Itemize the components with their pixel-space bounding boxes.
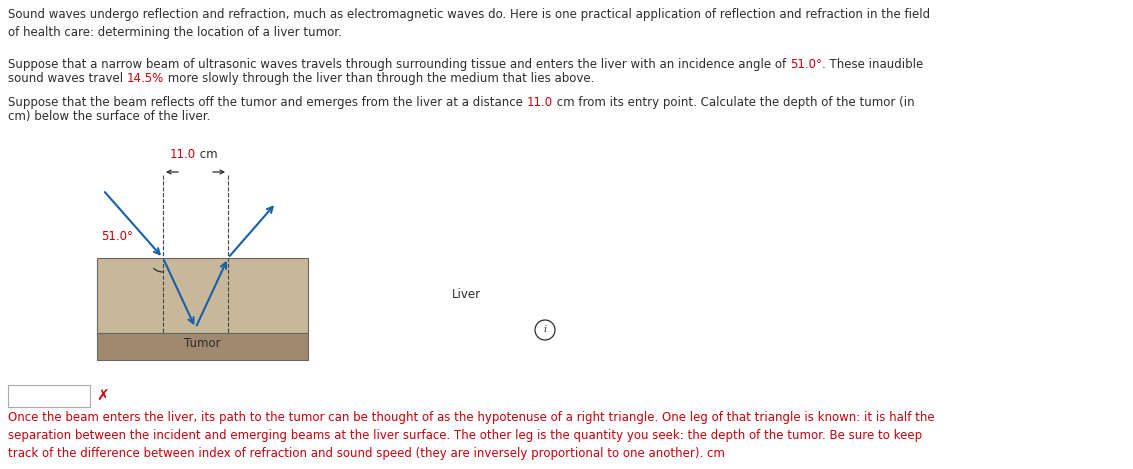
Text: sound waves travel: sound waves travel: [8, 72, 127, 85]
Text: i: i: [544, 325, 546, 334]
Bar: [97, 258, 308, 333]
Text: 2.85: 2.85: [12, 389, 39, 402]
Bar: [8, 385, 90, 407]
Text: Liver: Liver: [451, 288, 480, 301]
Bar: [97, 333, 308, 360]
Text: more slowly through the liver than through the medium that lies above.: more slowly through the liver than throu…: [164, 72, 595, 85]
Text: 11.0: 11.0: [169, 148, 196, 161]
Text: Suppose that a narrow beam of ultrasonic waves travels through surrounding tissu: Suppose that a narrow beam of ultrasonic…: [8, 58, 790, 71]
Text: Tumor: Tumor: [185, 337, 221, 350]
Text: cm: cm: [196, 148, 218, 161]
Text: Sound waves undergo reflection and refraction, much as electromagnetic waves do.: Sound waves undergo reflection and refra…: [8, 8, 930, 39]
Text: Suppose that the beam reflects off the tumor and emerges from the liver at a dis: Suppose that the beam reflects off the t…: [8, 96, 527, 109]
Text: ✗: ✗: [96, 388, 109, 403]
Text: 51.0°: 51.0°: [790, 58, 821, 71]
Text: cm from its entry point. Calculate the depth of the tumor (in: cm from its entry point. Calculate the d…: [553, 96, 914, 109]
Text: 14.5%: 14.5%: [127, 72, 164, 85]
Text: cm) below the surface of the liver.: cm) below the surface of the liver.: [8, 110, 211, 123]
Text: 11.0: 11.0: [527, 96, 553, 109]
Text: . These inaudible: . These inaudible: [821, 58, 923, 71]
Text: Once the beam enters the liver, its path to the tumor can be thought of as the h: Once the beam enters the liver, its path…: [8, 411, 935, 460]
Text: 51.0°: 51.0°: [101, 230, 133, 243]
